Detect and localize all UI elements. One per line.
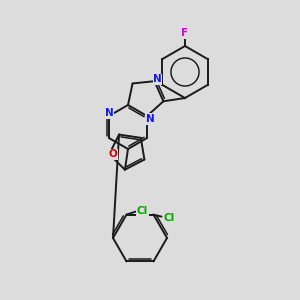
- Text: Cl: Cl: [164, 213, 175, 223]
- Text: F: F: [182, 28, 189, 38]
- Text: N: N: [105, 108, 113, 118]
- Text: Cl: Cl: [137, 206, 148, 216]
- Text: N: N: [146, 114, 154, 124]
- Text: O: O: [109, 149, 118, 159]
- Text: N: N: [153, 74, 162, 84]
